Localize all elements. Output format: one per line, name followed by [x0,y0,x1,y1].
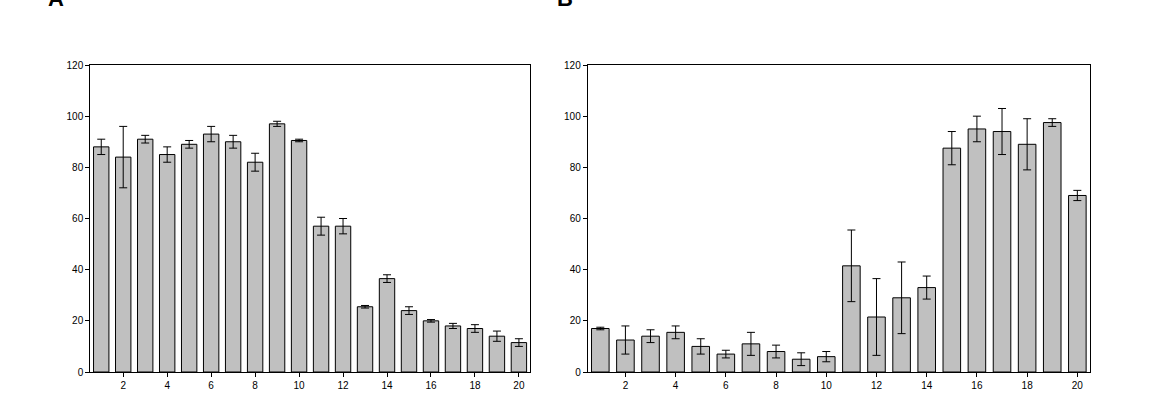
svg-text:10: 10 [294,380,306,391]
svg-text:14: 14 [381,380,393,391]
svg-text:40: 40 [72,264,84,275]
svg-text:6: 6 [723,380,729,391]
svg-text:40: 40 [570,264,582,275]
svg-text:6: 6 [208,380,214,391]
svg-text:20: 20 [570,315,582,326]
svg-text:20: 20 [513,380,525,391]
svg-text:120: 120 [564,60,581,71]
svg-text:20: 20 [72,315,84,326]
svg-text:8: 8 [773,380,779,391]
svg-text:2: 2 [623,380,629,391]
svg-text:16: 16 [425,380,437,391]
svg-text:12: 12 [337,380,349,391]
svg-text:2: 2 [120,380,126,391]
svg-text:B: B [557,0,573,11]
svg-text:60: 60 [72,213,84,224]
svg-text:8: 8 [252,380,258,391]
svg-text:60: 60 [570,213,582,224]
svg-text:4: 4 [673,380,679,391]
svg-text:80: 80 [570,162,582,173]
svg-text:12: 12 [871,380,883,391]
svg-text:14: 14 [921,380,933,391]
svg-text:20: 20 [1072,380,1084,391]
svg-text:10: 10 [821,380,833,391]
svg-text:100: 100 [67,111,84,122]
svg-text:0: 0 [78,367,84,378]
svg-text:18: 18 [1022,380,1034,391]
svg-text:16: 16 [971,380,983,391]
svg-text:0: 0 [575,367,581,378]
svg-text:18: 18 [469,380,481,391]
svg-text:100: 100 [564,111,581,122]
svg-text:120: 120 [67,60,84,71]
svg-text:A: A [48,0,64,11]
svg-text:80: 80 [72,162,84,173]
svg-text:4: 4 [164,380,170,391]
